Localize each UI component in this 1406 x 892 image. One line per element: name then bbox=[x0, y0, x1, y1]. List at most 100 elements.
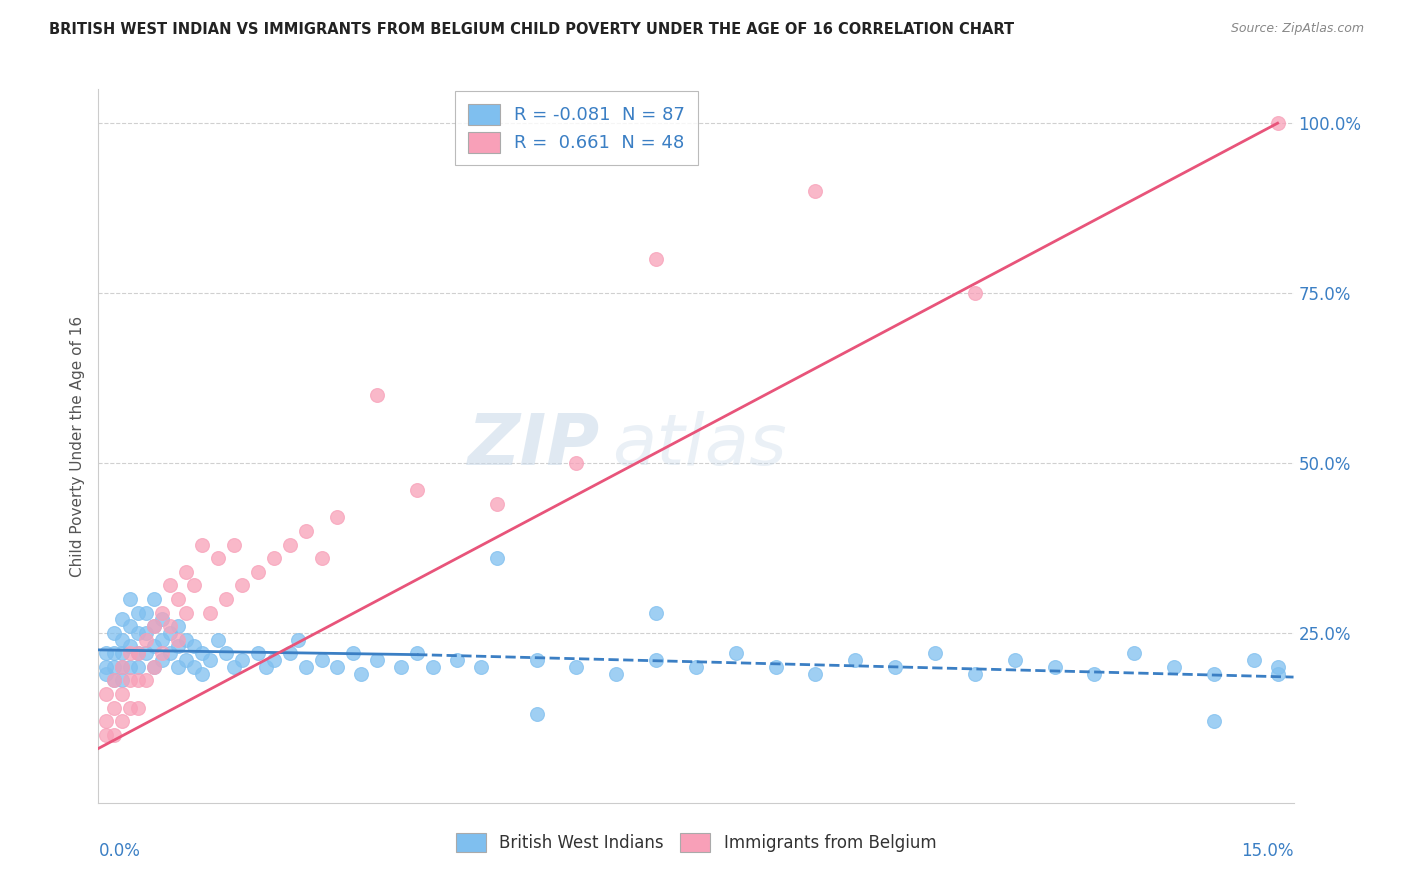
Point bbox=[222, 660, 245, 674]
Point bbox=[120, 640, 142, 654]
Point bbox=[183, 578, 205, 592]
Point bbox=[1243, 653, 1265, 667]
Point bbox=[111, 612, 134, 626]
Point bbox=[222, 537, 245, 551]
Point bbox=[103, 700, 125, 714]
Point bbox=[446, 653, 468, 667]
Point bbox=[96, 714, 118, 729]
Point bbox=[605, 666, 627, 681]
Point bbox=[96, 728, 118, 742]
Point bbox=[120, 673, 142, 688]
Point bbox=[143, 591, 166, 606]
Point bbox=[1083, 666, 1105, 681]
Point bbox=[135, 632, 157, 647]
Point bbox=[406, 646, 429, 660]
Point bbox=[174, 606, 197, 620]
Point bbox=[111, 673, 134, 688]
Point bbox=[174, 565, 197, 579]
Point bbox=[765, 660, 787, 674]
Point bbox=[231, 653, 253, 667]
Legend: British West Indians, Immigrants from Belgium: British West Indians, Immigrants from Be… bbox=[449, 826, 943, 859]
Point bbox=[287, 632, 309, 647]
Y-axis label: Child Poverty Under the Age of 16: Child Poverty Under the Age of 16 bbox=[69, 316, 84, 576]
Point bbox=[96, 687, 118, 701]
Point bbox=[103, 673, 125, 688]
Point bbox=[1202, 714, 1225, 729]
Point bbox=[135, 646, 157, 660]
Point bbox=[183, 660, 205, 674]
Point bbox=[246, 646, 269, 660]
Point bbox=[96, 646, 118, 660]
Point bbox=[294, 660, 316, 674]
Point bbox=[167, 660, 190, 674]
Point bbox=[127, 646, 149, 660]
Point bbox=[724, 646, 747, 660]
Point bbox=[231, 578, 253, 592]
Point bbox=[143, 660, 166, 674]
Point bbox=[215, 646, 238, 660]
Point bbox=[127, 660, 149, 674]
Point bbox=[326, 660, 349, 674]
Point bbox=[120, 619, 142, 633]
Point bbox=[422, 660, 444, 674]
Point bbox=[645, 606, 668, 620]
Point bbox=[311, 551, 333, 566]
Point bbox=[1123, 646, 1146, 660]
Point bbox=[1267, 666, 1289, 681]
Point bbox=[685, 660, 707, 674]
Point bbox=[127, 673, 149, 688]
Point bbox=[366, 388, 388, 402]
Point bbox=[526, 707, 548, 722]
Point bbox=[963, 666, 986, 681]
Text: Source: ZipAtlas.com: Source: ZipAtlas.com bbox=[1230, 22, 1364, 36]
Point bbox=[804, 666, 827, 681]
Point bbox=[198, 653, 221, 667]
Point bbox=[485, 551, 508, 566]
Point bbox=[884, 660, 907, 674]
Point bbox=[1267, 116, 1289, 130]
Point bbox=[143, 640, 166, 654]
Point bbox=[120, 660, 142, 674]
Point bbox=[389, 660, 412, 674]
Text: 0.0%: 0.0% bbox=[98, 842, 141, 860]
Point bbox=[120, 700, 142, 714]
Point bbox=[159, 626, 181, 640]
Point bbox=[1004, 653, 1026, 667]
Point bbox=[143, 619, 166, 633]
Point bbox=[127, 626, 149, 640]
Point bbox=[111, 660, 134, 674]
Point bbox=[207, 551, 229, 566]
Point bbox=[1267, 660, 1289, 674]
Point bbox=[263, 551, 285, 566]
Point bbox=[278, 646, 301, 660]
Point bbox=[191, 666, 214, 681]
Point bbox=[565, 660, 588, 674]
Point bbox=[111, 646, 134, 660]
Point bbox=[1043, 660, 1066, 674]
Point bbox=[143, 619, 166, 633]
Point bbox=[485, 497, 508, 511]
Point bbox=[207, 632, 229, 647]
Text: atlas: atlas bbox=[613, 411, 787, 481]
Point bbox=[844, 653, 866, 667]
Point bbox=[963, 286, 986, 301]
Point bbox=[645, 653, 668, 667]
Point bbox=[1202, 666, 1225, 681]
Point bbox=[127, 700, 149, 714]
Point bbox=[366, 653, 388, 667]
Point bbox=[150, 612, 173, 626]
Point bbox=[342, 646, 364, 660]
Point bbox=[96, 666, 118, 681]
Point bbox=[103, 626, 125, 640]
Text: BRITISH WEST INDIAN VS IMMIGRANTS FROM BELGIUM CHILD POVERTY UNDER THE AGE OF 16: BRITISH WEST INDIAN VS IMMIGRANTS FROM B… bbox=[49, 22, 1014, 37]
Point bbox=[96, 660, 118, 674]
Point bbox=[191, 537, 214, 551]
Point bbox=[246, 565, 269, 579]
Point bbox=[804, 184, 827, 198]
Point bbox=[326, 510, 349, 524]
Point bbox=[215, 591, 238, 606]
Point bbox=[135, 606, 157, 620]
Text: ZIP: ZIP bbox=[468, 411, 600, 481]
Point bbox=[198, 606, 221, 620]
Point bbox=[159, 619, 181, 633]
